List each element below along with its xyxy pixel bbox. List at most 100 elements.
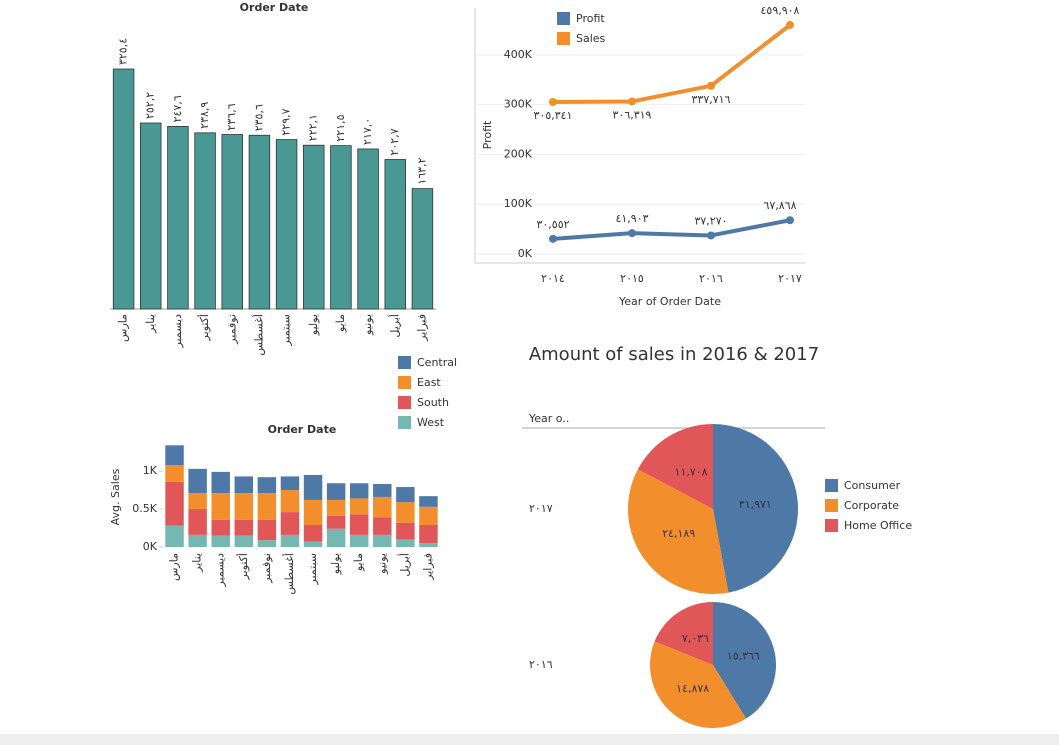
data-label: ٣٠٥,٣٤١ (534, 109, 573, 122)
bar-segment (303, 474, 323, 500)
bar-segment (211, 519, 230, 536)
bar-segment (234, 493, 254, 520)
bar (330, 145, 352, 310)
bar-segment (303, 499, 323, 525)
x-tick-label: يونيو (361, 314, 374, 336)
bar-segment (188, 493, 207, 510)
legend-label: West (417, 416, 445, 429)
data-label: ٢٥٢,٢ (144, 92, 157, 119)
bar-segment (326, 515, 346, 529)
x-axis-label: Year of Order Date (618, 295, 721, 308)
legend-label: Corporate (844, 499, 899, 512)
bar-segment (188, 468, 207, 494)
row-label: ٢٠١٧ (529, 502, 553, 515)
y-tick-label: 0K (143, 540, 158, 553)
data-label: ٢٠٢,٧ (388, 128, 401, 155)
x-tick-label: ٢٠١٦ (699, 272, 723, 285)
chart-title: Order Date (240, 1, 309, 14)
x-tick-label: ديسمبر (171, 314, 184, 349)
legend-swatch (825, 519, 838, 532)
pie-slice (649, 641, 747, 729)
row-label: ٢٠١٦ (529, 658, 553, 671)
data-label: ٤١,٩٠٣ (615, 212, 648, 225)
bar-segment (396, 522, 415, 540)
bar (303, 144, 325, 310)
bar-segment (211, 493, 230, 520)
x-tick-label: ديسمبر (214, 553, 227, 588)
y-axis-label: Avg. Sales (109, 468, 122, 525)
x-tick-label: يناير (144, 314, 157, 334)
bar-segment (396, 502, 415, 523)
data-label: ٢٤,١٨٩ (662, 527, 695, 540)
bar (275, 139, 298, 310)
legend-swatch (557, 12, 570, 25)
point (628, 97, 636, 106)
legend-swatch (557, 32, 570, 45)
data-label: ١٤,٨٧٨ (676, 682, 709, 695)
bar-segment (373, 496, 392, 518)
bar-segment (234, 476, 254, 494)
y-tick-label: 1K (143, 464, 158, 477)
bar-segment (349, 483, 369, 499)
bar-segment (280, 490, 300, 513)
point (786, 20, 794, 29)
data-label: ٢٢٩,٧ (280, 108, 293, 135)
bar-segment (257, 540, 277, 547)
data-label: ٣١,٩٧١ (739, 498, 772, 511)
bar-segment (349, 534, 369, 547)
bar-segment (280, 512, 300, 535)
x-tick-label: نوفمبر (225, 314, 238, 345)
x-tick-label: ٢٠١٥ (620, 272, 644, 285)
bar-segment (373, 534, 392, 547)
point (549, 97, 557, 106)
bar-segment (396, 539, 415, 547)
legend-swatch (825, 499, 838, 512)
point (707, 81, 715, 90)
data-label: ٢٢٢,١ (307, 114, 320, 141)
data-label: ١٥,٣٦٦ (727, 649, 760, 662)
bar-segment (234, 535, 254, 547)
data-label: ٦٧,٨٦٨ (763, 199, 796, 212)
bar-segment (326, 528, 346, 547)
bar-segment (165, 525, 184, 547)
x-tick-label: فبراير (415, 314, 428, 342)
legend-label: Home Office (844, 519, 912, 532)
data-label: ٢٣٥,٦ (252, 104, 265, 131)
y-tick-label: 0K (518, 247, 533, 260)
bar-segment (419, 543, 438, 547)
x-tick-label: أغسطس (251, 314, 265, 356)
bar-segment (211, 471, 230, 494)
legend-label: Profit (576, 12, 605, 25)
bar-segment (188, 509, 207, 535)
line (552, 218, 791, 241)
data-label: ٧,٠٣٦ (682, 632, 709, 645)
y-tick-label: 400K (504, 48, 533, 61)
data-label: ٣٠٦,٣١٩ (613, 108, 652, 121)
bar-segment (280, 534, 300, 547)
legend-label: East (417, 376, 441, 389)
y-tick-label: 200K (504, 147, 533, 160)
bar-segment (257, 493, 277, 520)
bar-segment (373, 484, 392, 497)
x-tick-label: أبريل (387, 314, 401, 338)
point (549, 234, 557, 243)
x-tick-label: أغسطس (282, 553, 296, 595)
x-tick-label: ٢٠١٤ (541, 272, 565, 285)
line (552, 23, 792, 104)
bar (221, 134, 243, 310)
legend-swatch (825, 479, 838, 492)
bar-segment (373, 517, 392, 535)
x-tick-label: نوفمبر (260, 553, 273, 584)
x-tick-label: مارس (168, 553, 181, 581)
x-tick-label: يوليو (329, 553, 342, 575)
x-tick-label: أكتوبر (236, 553, 250, 580)
column-header: Year o.. (528, 412, 569, 425)
legend-swatch (398, 396, 411, 409)
x-tick-label: سبتمبر (306, 553, 319, 586)
point (628, 229, 636, 238)
x-tick-label: فبراير (421, 553, 434, 581)
bar-segment (234, 519, 254, 536)
legend-label: Central (417, 356, 457, 369)
bar (112, 68, 135, 310)
